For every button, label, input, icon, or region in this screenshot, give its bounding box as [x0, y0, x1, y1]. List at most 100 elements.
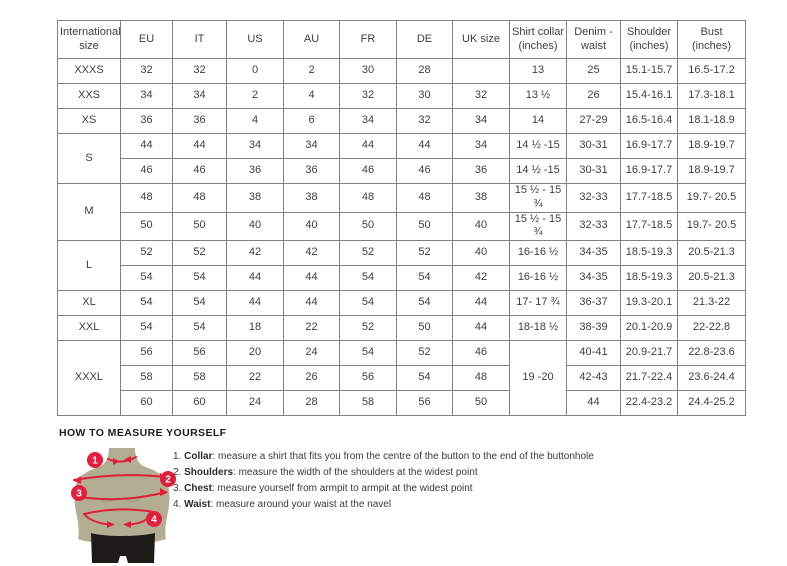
table-cell: 54 — [396, 365, 453, 391]
table-cell: 36 — [452, 158, 510, 184]
table-cell: 20 — [226, 340, 284, 366]
table-cell: 21.7-22.4 — [620, 365, 678, 391]
table-cell: 2 — [226, 83, 284, 109]
column-header: DE — [396, 20, 453, 59]
table-cell: 44 — [283, 290, 340, 316]
table-cell: XS — [57, 108, 121, 134]
table-cell: 50 — [396, 211, 453, 241]
table-cell: 34 — [452, 133, 510, 159]
table-cell: 19 -20 — [509, 340, 567, 416]
table-cell: 18 — [226, 315, 284, 341]
table-cell: 17- 17 ¾ — [509, 290, 567, 316]
table-cell: 34 — [452, 108, 510, 134]
table-cell: 32 — [172, 58, 227, 84]
table-cell: 44 — [452, 290, 510, 316]
column-header: EU — [120, 20, 173, 59]
table-cell: 34-35 — [566, 240, 621, 266]
table-cell: 46 — [396, 158, 453, 184]
table-cell: 50 — [172, 211, 227, 241]
table-cell: 32 — [339, 83, 397, 109]
table-cell: 46 — [339, 158, 397, 184]
table-cell: 38 — [283, 183, 340, 213]
size-table: International size EU IT US AU FR DE UK size Shi… — [57, 20, 746, 416]
table-cell: 19.7- 20.5 — [677, 183, 746, 213]
table-cell: 24.4-25.2 — [677, 390, 746, 416]
table-cell: 34 — [172, 83, 227, 109]
table-cell: 4 — [226, 108, 284, 134]
table-cell: 21.3-22 — [677, 290, 746, 316]
table-cell: 18.5-19.3 — [620, 240, 678, 266]
table-cell: 0 — [226, 58, 284, 84]
table-cell: 52 — [339, 240, 397, 266]
table-cell: 48 — [120, 183, 173, 213]
table-cell: 13 ½ — [509, 83, 567, 109]
measure-item-number: 2. — [173, 467, 182, 478]
table-cell: 28 — [396, 58, 453, 84]
chest-badge: 3 — [71, 485, 87, 501]
table-cell: 44 — [396, 133, 453, 159]
column-header: FR — [339, 20, 397, 59]
table-cell: L — [57, 240, 121, 291]
waist-measure-line-top — [83, 508, 155, 515]
table-cell: 54 — [172, 315, 227, 341]
table-cell: 20.9-21.7 — [620, 340, 678, 366]
table-cell: 30-31 — [566, 158, 621, 184]
table-cell: 54 — [339, 290, 397, 316]
svg-text:2: 2 — [165, 475, 171, 486]
table-cell: 14 — [509, 108, 567, 134]
mannequin-illustration: 1 2 3 4 — [71, 448, 176, 563]
table-cell: 52 — [396, 340, 453, 366]
column-header: AU — [283, 20, 340, 59]
table-cell: 40 — [226, 211, 284, 241]
table-row: XL 54 54 44 44 54 54 44 17- 17 ¾ 36-37 19.3-20.1 21… — [57, 290, 746, 316]
table-header-row: International size EU IT US AU FR DE UK size Shi… — [57, 20, 746, 59]
table-cell: 54 — [339, 265, 397, 291]
table-cell: 48 — [452, 365, 510, 391]
measure-item-chest: 3. Chest: measure yourself from armpit t… — [173, 482, 594, 495]
table-cell: 24 — [226, 390, 284, 416]
measure-item-text: : measure the width of the shoulders at … — [233, 467, 478, 478]
measure-item-label: Waist — [184, 499, 211, 510]
table-cell: 60 — [120, 390, 173, 416]
table-cell: M — [57, 183, 121, 241]
table-cell: 15 ½ - 15 ¾ — [509, 211, 567, 241]
table-cell: XXL — [57, 315, 121, 341]
table-row: XXL 54 54 18 22 52 50 44 18-18 ½ 38-39 20.1-20.9 22… — [57, 315, 746, 341]
measure-item-text: : measure around your waist at the navel — [210, 499, 392, 510]
svg-text:4: 4 — [151, 515, 157, 526]
table-cell: 48 — [172, 183, 227, 213]
table-cell: 50 — [452, 390, 510, 416]
table-cell: 48 — [396, 183, 453, 213]
table-cell: 54 — [120, 290, 173, 316]
collar-badge: 1 — [87, 452, 103, 468]
svg-text:3: 3 — [76, 489, 82, 500]
table-cell: 40 — [452, 240, 510, 266]
size-table-header: International size EU IT US AU FR DE UK size Shi… — [57, 20, 746, 59]
table-cell: 20.1-20.9 — [620, 315, 678, 341]
table-cell: 46 — [452, 340, 510, 366]
table-cell: 19.3-20.1 — [620, 290, 678, 316]
table-cell: 32-33 — [566, 211, 621, 241]
table-row: 46 46 36 36 46 46 36 14 ½ -15 30-31 16.9-17.7 18.9… — [58, 158, 746, 184]
measure-item-label: Shoulders — [184, 467, 234, 478]
table-cell: 25 — [566, 58, 621, 84]
table-row: 60 60 24 28 58 56 50 44 22.4-23.2 24.4-25.2 — [58, 390, 746, 416]
table-cell: 42 — [283, 240, 340, 266]
table-cell: 56 — [396, 390, 453, 416]
table-cell: 44 — [226, 265, 284, 291]
measure-instructions-list: 1. Collar: measure a shirt that fits you… — [173, 450, 594, 514]
table-cell: 16.9-17.7 — [620, 133, 678, 159]
column-header: Bust (inches) — [677, 20, 746, 59]
measure-item-text: : measure yourself from armpit to armpit… — [211, 483, 473, 494]
table-cell: 22 — [283, 315, 340, 341]
table-cell: 22.4-23.2 — [620, 390, 678, 416]
table-cell: 36 — [172, 108, 227, 134]
table-cell: 23.6-24.4 — [677, 365, 746, 391]
table-cell — [452, 58, 510, 84]
table-cell: 54 — [172, 290, 227, 316]
mannequin-figure: 1 2 3 4 — [60, 446, 190, 566]
table-cell: 26 — [566, 83, 621, 109]
table-cell: 38 — [226, 183, 284, 213]
table-cell: 16-16 ½ — [509, 265, 567, 291]
